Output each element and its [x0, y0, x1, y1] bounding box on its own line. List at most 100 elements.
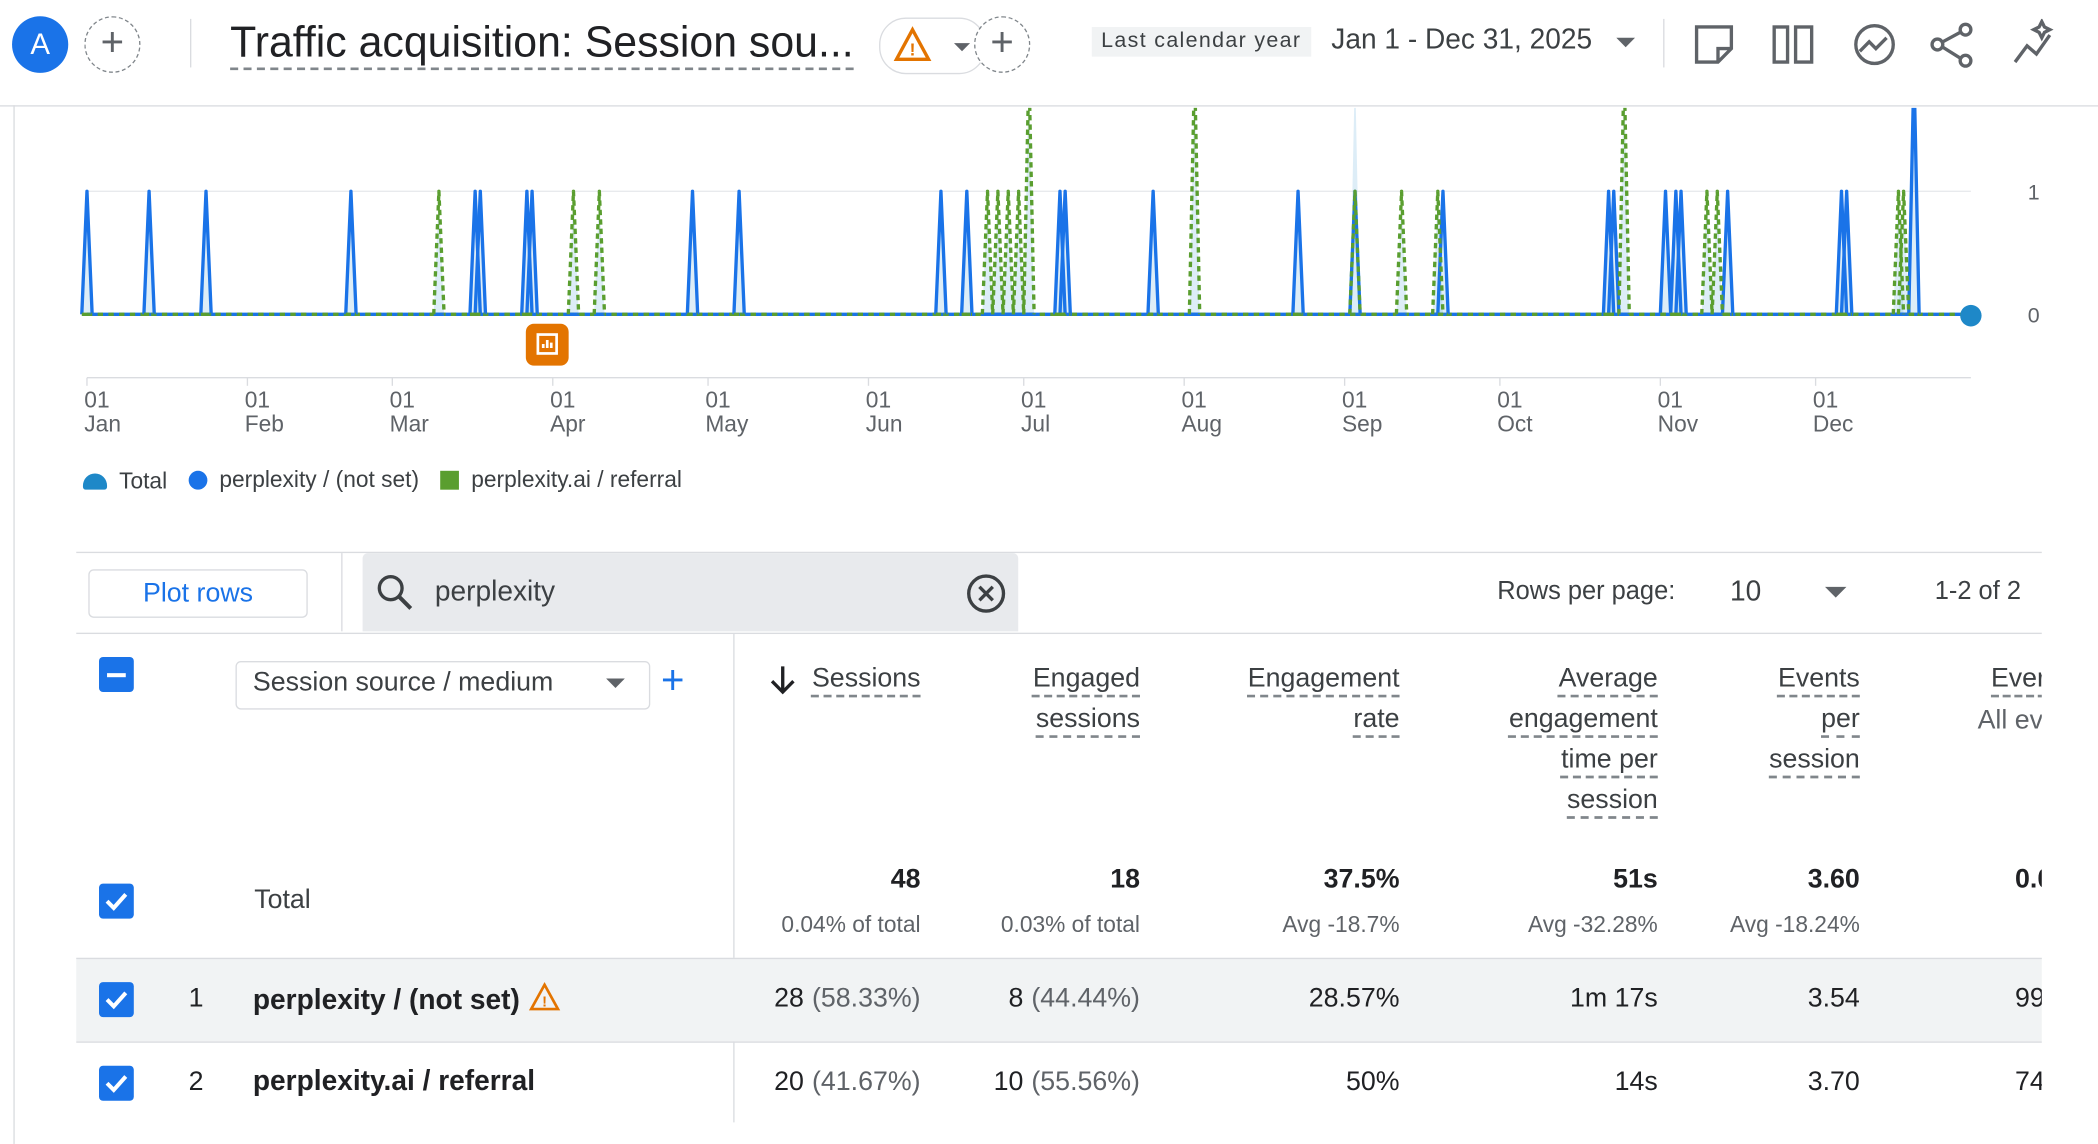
page-border [13, 105, 15, 1144]
cell: 8 (44.44%) [1008, 983, 1140, 1014]
cell: 14s [1615, 1067, 1658, 1098]
cell-value: 10 [993, 1067, 1024, 1097]
series-line [1834, 189, 1849, 315]
series-line [991, 189, 1005, 315]
total-value: 3.60 [1807, 864, 1860, 895]
cell: 28.57% [1309, 983, 1400, 1014]
series-line [1891, 189, 1906, 315]
total-note: Avg -18.7% [1282, 911, 1400, 938]
check [105, 1075, 128, 1093]
pagination: 1-2 of 2 [1934, 577, 2021, 606]
series-line [199, 189, 213, 315]
sort-arrow[interactable] [768, 664, 797, 696]
dimension-dropdown[interactable] [235, 661, 651, 710]
row-checkbox[interactable] [99, 982, 134, 1018]
row-checkbox[interactable] [99, 1065, 134, 1101]
cell: 99 [2015, 983, 2042, 1014]
plot-rows-button[interactable]: Plot rows [88, 569, 308, 618]
date-range[interactable]: Jan 1 - Dec 31, 2025 [1331, 24, 1593, 56]
table-border [76, 632, 2042, 635]
cell: 50% [1346, 1067, 1400, 1098]
total-note: 0.04% of total [781, 911, 921, 938]
x-tick-label: 01 Feb [244, 387, 284, 438]
cell-share: (41.67%) [811, 1067, 921, 1097]
series-line [432, 189, 446, 315]
add-comparison[interactable]: + [84, 16, 141, 73]
cell-share: (55.56%) [1031, 1067, 1140, 1097]
annotation-glyph [536, 333, 558, 355]
cell-value: 28 [774, 983, 804, 1014]
row-border [76, 957, 2042, 960]
y-tick-label: 1 [2028, 180, 2040, 204]
series-line [1430, 189, 1445, 315]
cell-value: 8 [1008, 983, 1024, 1014]
series-line [1710, 189, 1725, 315]
cell: 1m 17s [1570, 983, 1658, 1014]
add-dimension[interactable]: + [660, 658, 685, 703]
total-note: 0.03% of total [1000, 911, 1140, 938]
series-line [1907, 107, 1921, 315]
series-line [934, 189, 948, 315]
divider [1663, 18, 1665, 68]
total-note: Avg -18.24% [1729, 911, 1860, 938]
cell-value: 1m 17s [1570, 983, 1658, 1014]
column-header: Ever [1990, 663, 2042, 694]
series-line [1720, 189, 1735, 315]
cell: 74 [2015, 1067, 2042, 1098]
total-value: 48 [890, 864, 921, 895]
svg-text:!: ! [910, 39, 916, 59]
table-border [76, 551, 2042, 554]
cell-value: 99 [2015, 983, 2042, 1014]
annotation-icon[interactable] [525, 323, 569, 366]
search-text[interactable]: perplexity [434, 576, 556, 608]
rows-per-page-value[interactable]: 10 [1730, 576, 1762, 608]
cell: 28 (58.33%) [774, 983, 920, 1014]
total-checkbox[interactable] [99, 883, 134, 919]
cell-value: 3.54 [1807, 983, 1860, 1014]
column-divider [733, 634, 735, 1123]
divider [341, 553, 343, 632]
series-line [1001, 189, 1016, 315]
x-tick-label: 01 Nov [1657, 387, 1699, 438]
rows-per-page-label: Rows per page: [1497, 577, 1676, 606]
svg-text:!: ! [541, 994, 546, 1010]
column-header: Average engagement time per session [1508, 663, 1658, 815]
series-line [1700, 189, 1714, 315]
column-subtitle: All ev [1977, 705, 2042, 736]
clear-search[interactable] [965, 572, 1008, 615]
search-box[interactable] [362, 553, 1019, 632]
dimension-caret[interactable] [602, 675, 629, 694]
total-value: 51s [1613, 864, 1658, 895]
toolbar-icons[interactable] [1689, 18, 2064, 73]
series-line [592, 189, 607, 315]
legend: Total perplexity / (not set) perplexity.ai… [82, 466, 703, 499]
legend-swatch [82, 473, 108, 490]
warning-icon: ! [528, 981, 560, 1011]
series-line [1601, 189, 1616, 315]
series-line [1617, 107, 1631, 315]
series-line [959, 189, 974, 315]
legend-label: perplexity.ai / referral [471, 466, 682, 493]
cell-value: 50% [1345, 1067, 1400, 1097]
series-line [80, 189, 94, 315]
series-line [1669, 189, 1683, 315]
total-value: 37.5% [1323, 864, 1400, 895]
plot [80, 107, 1971, 317]
avatar[interactable]: A [12, 16, 69, 73]
series-line [1839, 189, 1854, 315]
total-value: 18 [1110, 864, 1140, 895]
total-end-marker [1960, 304, 1982, 327]
series-line [1436, 189, 1450, 315]
x-tick-label: 01 Oct [1497, 387, 1533, 438]
rows-dropdown[interactable] [1822, 583, 1849, 602]
series-line [1022, 107, 1036, 315]
date-dropdown[interactable] [1612, 32, 1639, 54]
series-line [1658, 189, 1673, 315]
select-all-checkbox[interactable] [99, 656, 134, 693]
x-tick-label: 01 Mar [389, 387, 429, 438]
row-highlight [76, 957, 2042, 1042]
cell-share: (58.33%) [811, 983, 921, 1014]
add-filter[interactable]: + [974, 16, 1031, 73]
